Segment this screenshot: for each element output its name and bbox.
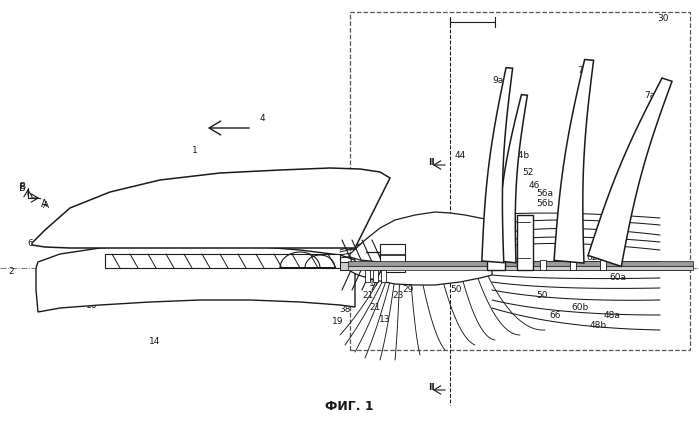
Text: 25: 25: [408, 235, 419, 245]
Text: 20: 20: [209, 271, 221, 280]
Text: 12: 12: [39, 280, 51, 290]
Text: 62a: 62a: [586, 253, 603, 263]
Text: 16: 16: [86, 301, 98, 309]
Text: II: II: [428, 157, 435, 166]
Text: 60b: 60b: [571, 303, 589, 312]
Text: 50: 50: [415, 253, 426, 263]
Text: 50: 50: [450, 285, 462, 295]
Text: 52: 52: [522, 168, 534, 176]
Text: 64b: 64b: [512, 150, 530, 160]
Text: 42: 42: [390, 243, 402, 253]
Text: 32: 32: [347, 232, 359, 242]
Bar: [540, 260, 546, 270]
Text: 58: 58: [366, 245, 377, 253]
Polygon shape: [36, 244, 355, 312]
Polygon shape: [496, 95, 527, 263]
Bar: [348, 266, 693, 270]
Text: 1: 1: [192, 146, 198, 155]
Text: 32b: 32b: [345, 224, 361, 232]
Text: 56b: 56b: [536, 198, 554, 208]
Text: 8: 8: [50, 224, 56, 232]
Text: 28: 28: [294, 235, 305, 245]
Text: 4: 4: [259, 114, 265, 123]
Bar: [380, 244, 405, 272]
Bar: [381, 270, 386, 282]
Text: B: B: [19, 183, 25, 193]
Text: 38: 38: [339, 306, 351, 314]
Text: II: II: [428, 384, 435, 392]
Text: 30: 30: [657, 13, 669, 22]
Bar: [600, 260, 606, 270]
Text: 9a: 9a: [492, 75, 503, 85]
Bar: [340, 262, 690, 270]
Text: 21: 21: [369, 304, 381, 312]
Bar: [570, 260, 576, 270]
Polygon shape: [588, 78, 672, 266]
Text: 31: 31: [356, 250, 368, 258]
Text: 21: 21: [362, 290, 374, 299]
Text: 24: 24: [243, 274, 254, 282]
Text: 48b: 48b: [589, 320, 607, 330]
Text: 32a: 32a: [345, 242, 361, 251]
Text: 56a: 56a: [537, 189, 554, 197]
Text: 34: 34: [308, 253, 319, 263]
Text: 6: 6: [27, 239, 33, 248]
Text: 50: 50: [536, 290, 548, 299]
Text: 17: 17: [369, 279, 381, 288]
Text: A: A: [43, 200, 49, 210]
Bar: [373, 270, 378, 282]
Polygon shape: [105, 254, 340, 268]
Polygon shape: [350, 212, 492, 262]
Text: 26: 26: [192, 271, 203, 280]
Bar: [350, 12, 690, 350]
Text: 14: 14: [150, 338, 161, 346]
Text: 62b: 62b: [582, 264, 598, 272]
Text: 22: 22: [226, 271, 238, 280]
Polygon shape: [350, 268, 492, 285]
Text: 9: 9: [503, 98, 509, 107]
Text: A: A: [41, 199, 48, 209]
Text: 66: 66: [549, 311, 561, 320]
Text: 19: 19: [332, 317, 344, 327]
Bar: [348, 261, 693, 266]
Text: 15: 15: [410, 275, 421, 285]
Text: 46: 46: [528, 181, 540, 189]
Text: 29: 29: [403, 285, 414, 295]
Text: 44: 44: [454, 150, 466, 160]
Text: 7a: 7a: [644, 91, 656, 99]
Text: 7: 7: [577, 66, 583, 75]
Polygon shape: [482, 68, 512, 263]
Polygon shape: [32, 168, 390, 248]
Text: ФИГ. 1: ФИГ. 1: [325, 400, 373, 413]
Text: 33: 33: [429, 266, 441, 274]
Bar: [487, 210, 505, 270]
Text: 10: 10: [114, 195, 126, 205]
Bar: [517, 215, 533, 270]
Text: 18: 18: [157, 271, 168, 280]
Text: 60a: 60a: [610, 274, 626, 282]
Bar: [365, 270, 370, 282]
Polygon shape: [554, 59, 593, 263]
Text: 48a: 48a: [603, 311, 621, 320]
Text: 2: 2: [8, 267, 14, 277]
Text: 23: 23: [392, 290, 404, 299]
Text: B: B: [19, 181, 25, 190]
Text: 66: 66: [445, 275, 456, 285]
Text: 13: 13: [380, 315, 391, 325]
